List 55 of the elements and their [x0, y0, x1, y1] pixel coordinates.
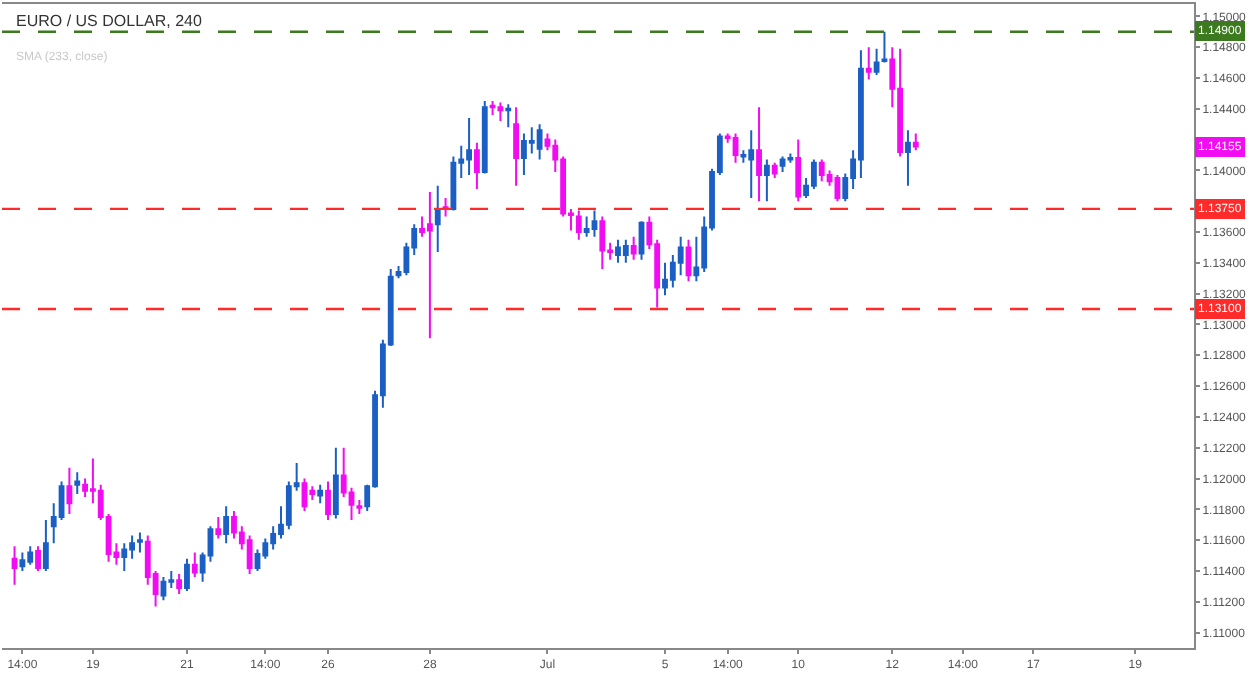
candlestick — [332, 446, 339, 520]
candlestick — [795, 138, 802, 203]
candlestick — [11, 545, 18, 586]
candlestick — [246, 534, 253, 576]
candlestick — [176, 573, 183, 596]
candlestick — [325, 480, 331, 522]
candlestick — [434, 184, 441, 254]
candlestick — [184, 557, 190, 592]
candlestick — [591, 209, 598, 238]
candlestick — [42, 519, 49, 572]
candlestick — [497, 101, 504, 123]
candlestick — [121, 542, 128, 572]
candlestick — [426, 190, 433, 340]
candlestick — [630, 235, 637, 261]
candlestick — [787, 152, 794, 164]
candlestick — [779, 155, 786, 173]
candlestick — [160, 576, 167, 602]
candlestick — [489, 100, 496, 116]
candlestick — [583, 215, 590, 238]
candlestick — [19, 551, 26, 572]
candlestick — [897, 47, 904, 158]
candlestick — [536, 123, 543, 161]
candlestick — [442, 197, 449, 218]
candlestick — [748, 129, 755, 200]
candlestick — [622, 238, 629, 264]
candlestick — [505, 103, 512, 129]
candlestick — [818, 158, 825, 183]
candlestick — [481, 100, 488, 175]
candlestick — [223, 505, 230, 545]
candlestick — [513, 106, 520, 187]
candlestick — [662, 261, 668, 297]
candlestick — [27, 545, 34, 566]
candlestick — [732, 132, 739, 164]
candlestick — [756, 106, 762, 203]
candlestick — [466, 117, 472, 177]
candlestick — [865, 46, 872, 81]
candlestick — [763, 158, 770, 203]
candlestick — [521, 132, 527, 177]
candlestick — [575, 209, 582, 241]
candlestick — [191, 551, 198, 579]
candlestick — [474, 141, 480, 190]
candlestick — [905, 129, 911, 187]
candlestick — [317, 483, 324, 505]
candlestick — [66, 466, 73, 515]
candlestick — [810, 158, 817, 190]
candlestick — [685, 238, 692, 283]
candlestick — [599, 215, 606, 270]
candlestick — [615, 238, 621, 264]
candlestick — [74, 471, 81, 495]
candlestick — [771, 161, 778, 180]
candlestick — [35, 545, 41, 572]
text: EURO / US DOLLAR, 240 — [16, 12, 203, 30]
candlestick — [215, 516, 222, 540]
candlestick — [137, 531, 143, 554]
candlestick — [912, 132, 919, 152]
